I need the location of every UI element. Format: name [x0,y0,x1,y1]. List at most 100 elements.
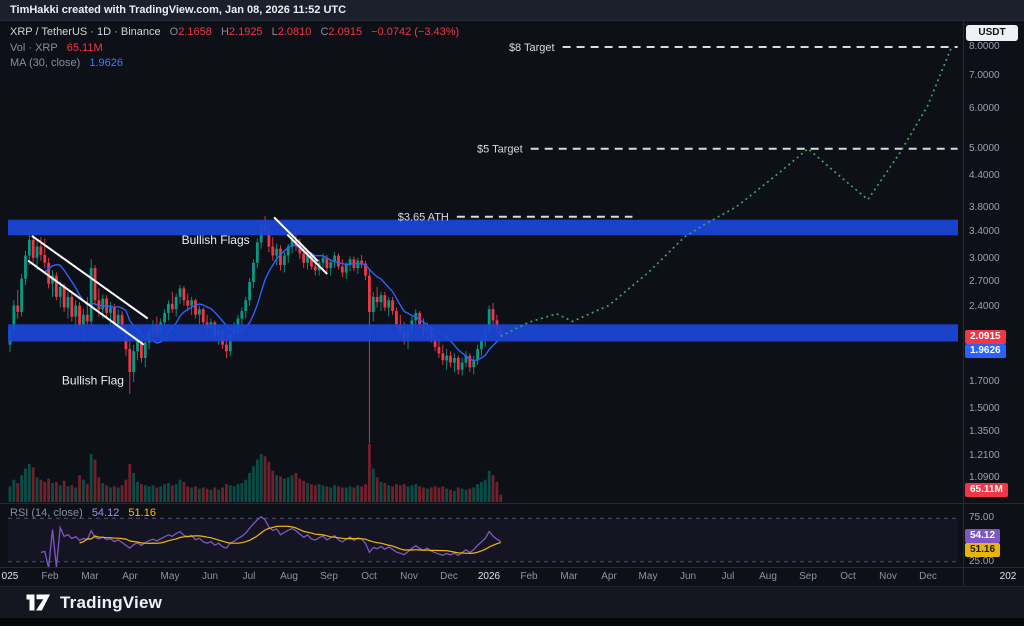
axis-value-badge: 65.11M [965,483,1008,497]
volume-bar [151,485,155,502]
flag-trendline [31,235,149,320]
volume-bar [483,479,487,502]
volume-bar [391,486,394,502]
volume-bar [422,487,425,502]
tradingview-wordmark[interactable]: TradingView [60,592,163,612]
candle-body [20,278,23,312]
candle-body [340,266,344,273]
attribution-bar: TimHakki created with TradingView.com, J… [0,0,1024,21]
volume-bar [232,486,236,502]
volume-bar [174,484,178,502]
ohlc-close-label: C [320,26,329,38]
volume-bar [310,484,313,502]
axis-value-badge: 1.9626 [965,344,1006,358]
volume-bar [112,486,116,502]
volume-bar [441,486,445,502]
rsi-ma-value: 51.16 [128,507,156,519]
candle-body [35,246,39,258]
axis-value-badge: 2.0915 [965,330,1006,344]
volume-bar [360,486,364,502]
price-tick: 1.3500 [969,426,1000,437]
volume-bar [344,487,348,502]
candle-body [387,300,391,308]
volume-bar [460,488,464,502]
projection-line [500,46,953,338]
target-label: $5 Target [477,144,523,156]
footer-brand-bar: TradingView [0,586,1024,618]
price-chart[interactable]: $8 Target $5 Target $3.65 ATH Bullish Flags… [0,0,1024,586]
tradingview-logo-icon[interactable] [26,592,51,613]
volume-bar [120,485,124,502]
candle-body [306,254,309,263]
candle-body [391,300,394,311]
candle-body [329,262,333,268]
candle-body [379,295,383,303]
price-tick: 3.8000 [969,202,1000,213]
candle-body [163,312,166,323]
volume-bar [35,477,39,502]
ma-line [44,244,502,362]
volume-bar [182,481,186,502]
candle-body [279,248,282,265]
volume-bar [252,466,255,502]
symbol-legend[interactable]: XRP / TetherUS · 1D · Binance O2.1658 H2… [10,26,459,38]
candle-body [371,296,375,312]
candle-body [39,246,43,255]
ma-label: MA (30, close) [10,57,81,69]
volume-bar [89,454,93,502]
candle-body [286,246,290,256]
time-axis[interactable]: 025 Feb Mar Apr May Jun Jul Aug Sep Oct Nov Dec 2026… [0,571,1024,585]
volume-bar [163,484,166,502]
volume-bar [194,486,197,502]
price-axis[interactable]: 8.0000 7.0000 6.0000 5.0000 4.4000 3.8000 3.40… [963,0,1024,586]
volume-legend[interactable]: Vol · XRP 65.11M [10,42,103,54]
ma-value: 1.9626 [89,57,124,69]
candle-body [174,296,178,310]
price-tick: 6.0000 [969,103,1000,114]
volume-bar [425,488,429,502]
currency-unit-button[interactable]: USDT [966,25,1018,41]
volume-bar [364,484,367,502]
volume-bar [109,487,112,502]
candle-body [464,355,468,363]
candle-body [178,288,182,297]
time-tick-month: Feb [520,571,538,582]
price-tick: 1.2100 [969,450,1000,461]
candle-body [360,260,364,264]
volume-bar [93,459,97,502]
candle-body [62,286,66,308]
volume-value: 65.11M [66,42,103,54]
candle-body [47,262,51,284]
candle-body [78,305,81,327]
volume-bar [452,490,456,502]
volume-bar [468,488,472,502]
axis-value-badge: 51.16 [965,543,1001,557]
volume-bar [449,489,452,502]
price-tick: 1.7000 [969,376,1000,387]
volume-bar [313,485,317,502]
time-tick-month: Oct [840,571,856,582]
volume-bar [82,479,85,502]
volume-bar [306,483,309,502]
volume-bar [445,488,449,502]
volume-bar [47,478,51,502]
volume-bar [101,483,105,502]
support-band [8,324,958,342]
candle-body [112,307,116,325]
rsi-legend[interactable]: RSI (14, close) 54.12 51.16 [10,507,156,519]
volume-bar [159,486,163,502]
volume-bar [105,485,109,502]
volume-label: Vol · XRP [10,42,58,54]
candle-body [248,281,251,301]
time-tick-month: Aug [280,571,298,582]
candle-body [452,358,456,363]
volume-bar [383,483,387,502]
candle-body [472,360,476,368]
candle-body [290,239,294,247]
candle-body [16,305,20,312]
price-tick: 2.4000 [969,301,1000,312]
volume-bar [132,473,136,502]
volume-bar [337,486,340,502]
ma-legend[interactable]: MA (30, close) 1.9626 [10,57,123,69]
